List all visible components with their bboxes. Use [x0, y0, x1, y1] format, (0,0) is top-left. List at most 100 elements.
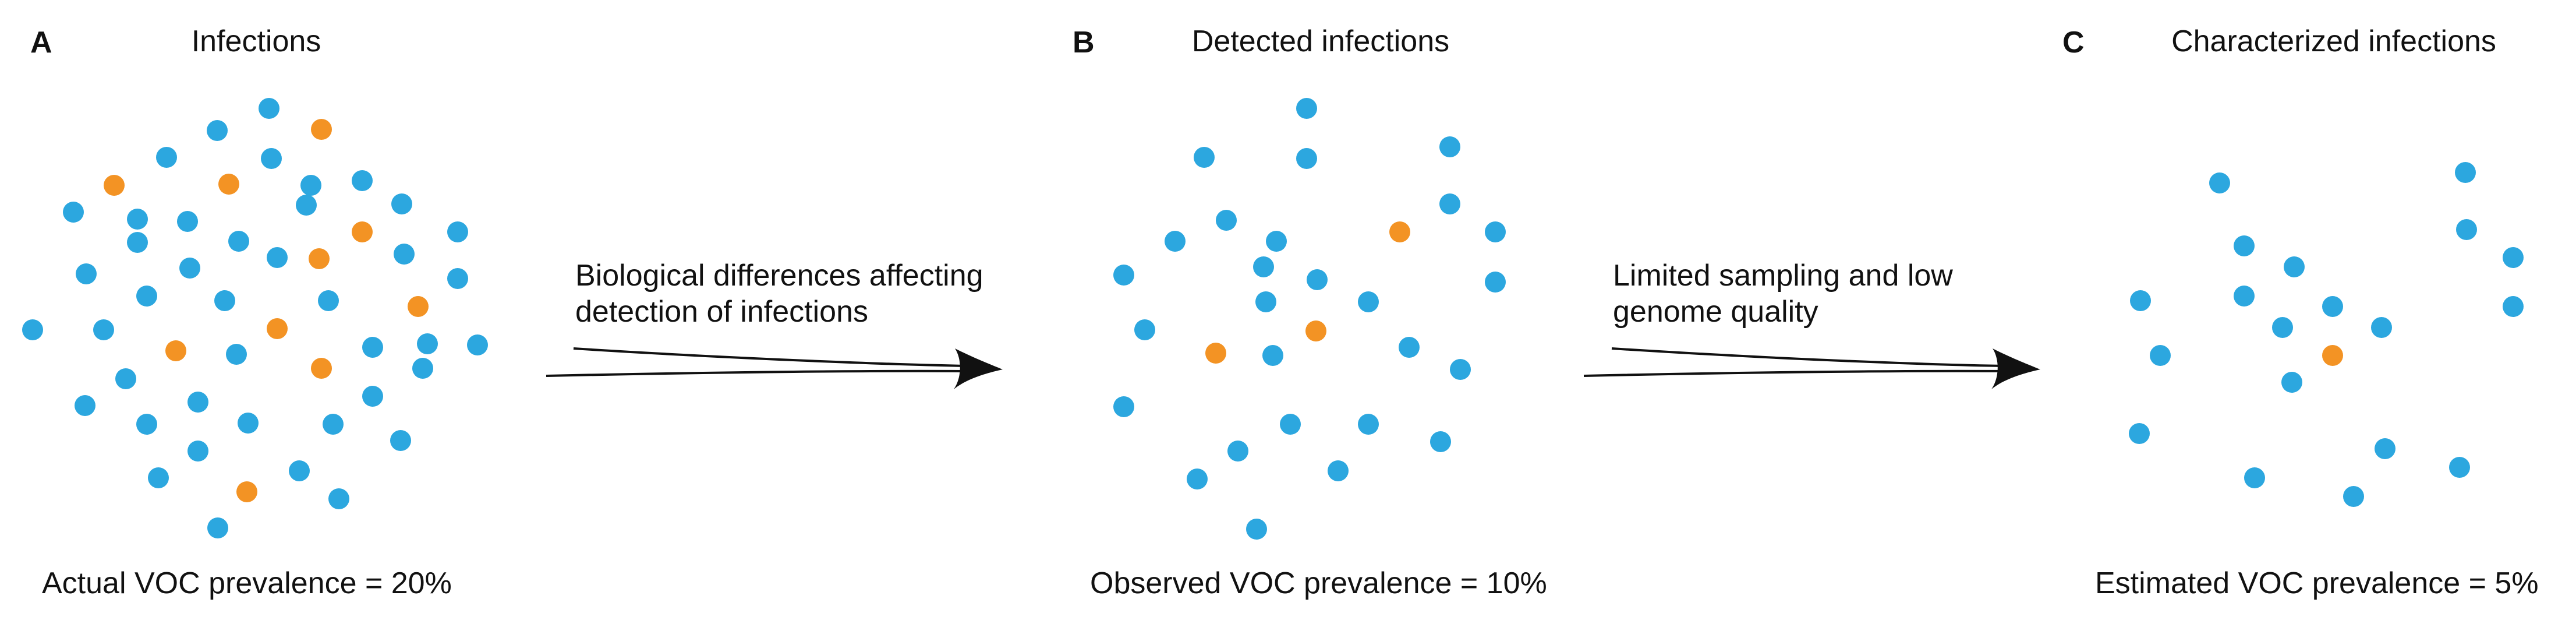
panel-a-infection-dot	[259, 98, 279, 119]
panel-a-infection-dot	[300, 175, 321, 196]
panel-a-infection-dot	[328, 488, 349, 509]
panel-a-voc-dot	[311, 119, 332, 140]
arrow-2-label-line1: Limited sampling and low	[1613, 259, 1953, 293]
panel-a-infection-dot	[226, 344, 247, 365]
panel-c-voc-dot	[2322, 345, 2343, 366]
panel-a-infection-dot	[63, 202, 84, 223]
panel-a-voc-dot	[218, 174, 239, 195]
panel-a-infection-dot	[261, 148, 282, 169]
panel-b-infection-dot	[1399, 337, 1420, 358]
panel-a-infection-dot	[177, 211, 198, 232]
panel-a-infection-dot	[391, 193, 412, 214]
panel-a-voc-dot	[352, 221, 373, 242]
panel-a-voc-dot	[104, 175, 125, 196]
panel-b-infection-dot	[1439, 136, 1460, 157]
panel-b-voc-dot	[1305, 320, 1326, 341]
panel-b-infection-dot	[1194, 147, 1215, 168]
panel-b-infection-dot	[1485, 272, 1506, 293]
panel-b-infection-dot	[1262, 345, 1283, 366]
panel-a-voc-dot	[311, 358, 332, 379]
arrow-1: Biological differences affecting detecti…	[546, 259, 1003, 389]
panel-b-dot-cloud	[1113, 98, 1506, 540]
arrow-2-head	[1991, 348, 2040, 389]
panel-a-infection-dot	[318, 290, 339, 311]
panel-c-title: Characterized infections	[2171, 24, 2496, 58]
panel-b-infection-dot	[1439, 193, 1460, 214]
panel-a-infection-dot	[187, 392, 208, 413]
panel-a-infection-dot	[447, 268, 468, 289]
panel-c-infection-dot	[2130, 290, 2151, 311]
panel-c-infection-dot	[2150, 345, 2171, 366]
panel-a-infection-dot	[412, 358, 433, 379]
panel-a-infection-dot	[93, 319, 114, 340]
arrow-1-lower-line	[546, 369, 966, 377]
panel-b-infection-dot	[1134, 319, 1155, 340]
panel-b-infection-dot	[1187, 469, 1208, 489]
panel-b-infection-dot	[1113, 265, 1134, 286]
panel-a: A Infections Actual VOC prevalence = 20%	[22, 24, 488, 600]
panel-b-infection-dot	[1165, 231, 1186, 252]
panel-a-infection-dot	[127, 209, 148, 230]
panel-a-letter: A	[30, 26, 52, 59]
panel-a-infection-dot	[179, 258, 200, 279]
panel-b-infection-dot	[1246, 519, 1267, 540]
panel-a-infection-dot	[362, 337, 383, 358]
panel-c-infection-dot	[2284, 256, 2305, 277]
panel-b-infection-dot	[1358, 414, 1379, 435]
panel-b-infection-dot	[1307, 269, 1328, 290]
arrow-2-label-line2: genome quality	[1613, 295, 1818, 329]
panel-c-infection-dot	[2129, 423, 2150, 444]
panel-c-infection-dot	[2209, 172, 2230, 193]
panel-c-infection-dot	[2281, 372, 2302, 393]
panel-c-infection-dot	[2234, 286, 2255, 307]
panel-b-infection-dot	[1280, 414, 1301, 435]
panel-a-title: Infections	[192, 24, 321, 58]
panel-a-infection-dot	[214, 290, 235, 311]
panel-b-infection-dot	[1253, 256, 1274, 277]
panel-a-infection-dot	[323, 414, 344, 435]
panel-b-infection-dot	[1328, 460, 1349, 481]
arrow-1-label-line1: Biological differences affecting	[575, 259, 983, 293]
panel-b-infection-dot	[1113, 396, 1134, 417]
arrow-2-lower-line	[1583, 369, 2004, 377]
arrow-1-upper-line	[573, 347, 966, 367]
panel-c-infection-dot	[2449, 457, 2470, 478]
panel-a-infection-dot	[362, 386, 383, 407]
panel-c-infection-dot	[2343, 486, 2364, 507]
panel-b-infection-dot	[1266, 231, 1287, 252]
panel-a-infection-dot	[136, 286, 157, 307]
panel-c-infection-dot	[2244, 467, 2265, 488]
panel-b-infection-dot	[1216, 210, 1237, 231]
panel-a-infection-dot	[238, 413, 259, 434]
panel-b-title: Detected infections	[1192, 24, 1449, 58]
panel-c-letter: C	[2062, 26, 2085, 59]
panel-a-infection-dot	[187, 441, 208, 462]
panel-a-infection-dot	[467, 334, 488, 355]
panel-a-infection-dot	[267, 247, 288, 268]
panel-b-infection-dot	[1296, 148, 1317, 169]
panel-a-infection-dot	[417, 333, 438, 354]
panel-c-infection-dot	[2455, 162, 2476, 183]
panel-a-infection-dot	[22, 319, 43, 340]
panel-a-infection-dot	[289, 460, 310, 481]
panel-b-voc-dot	[1205, 343, 1226, 364]
panel-b-prevalence: Observed VOC prevalence = 10%	[1090, 566, 1547, 600]
panel-c-infection-dot	[2375, 438, 2395, 459]
panel-a-infection-dot	[352, 170, 373, 191]
panel-a-infection-dot	[390, 430, 411, 451]
panel-c: C Characterized infections Estimated VOC…	[2062, 24, 2539, 600]
panel-c-dot-cloud	[2129, 162, 2524, 507]
panel-a-infection-dot	[75, 395, 95, 416]
panel-b: B Detected infections Observed VOC preva…	[1073, 24, 1547, 600]
panel-c-infection-dot	[2503, 296, 2524, 317]
panel-a-infection-dot	[127, 232, 148, 253]
panel-c-infection-dot	[2234, 235, 2255, 256]
panel-a-infection-dot	[207, 120, 228, 141]
panel-b-infection-dot	[1255, 291, 1276, 312]
panel-a-infection-dot	[76, 263, 97, 284]
panel-a-voc-dot	[267, 318, 288, 339]
panel-a-infection-dot	[207, 517, 228, 538]
panel-b-infection-dot	[1358, 291, 1379, 312]
